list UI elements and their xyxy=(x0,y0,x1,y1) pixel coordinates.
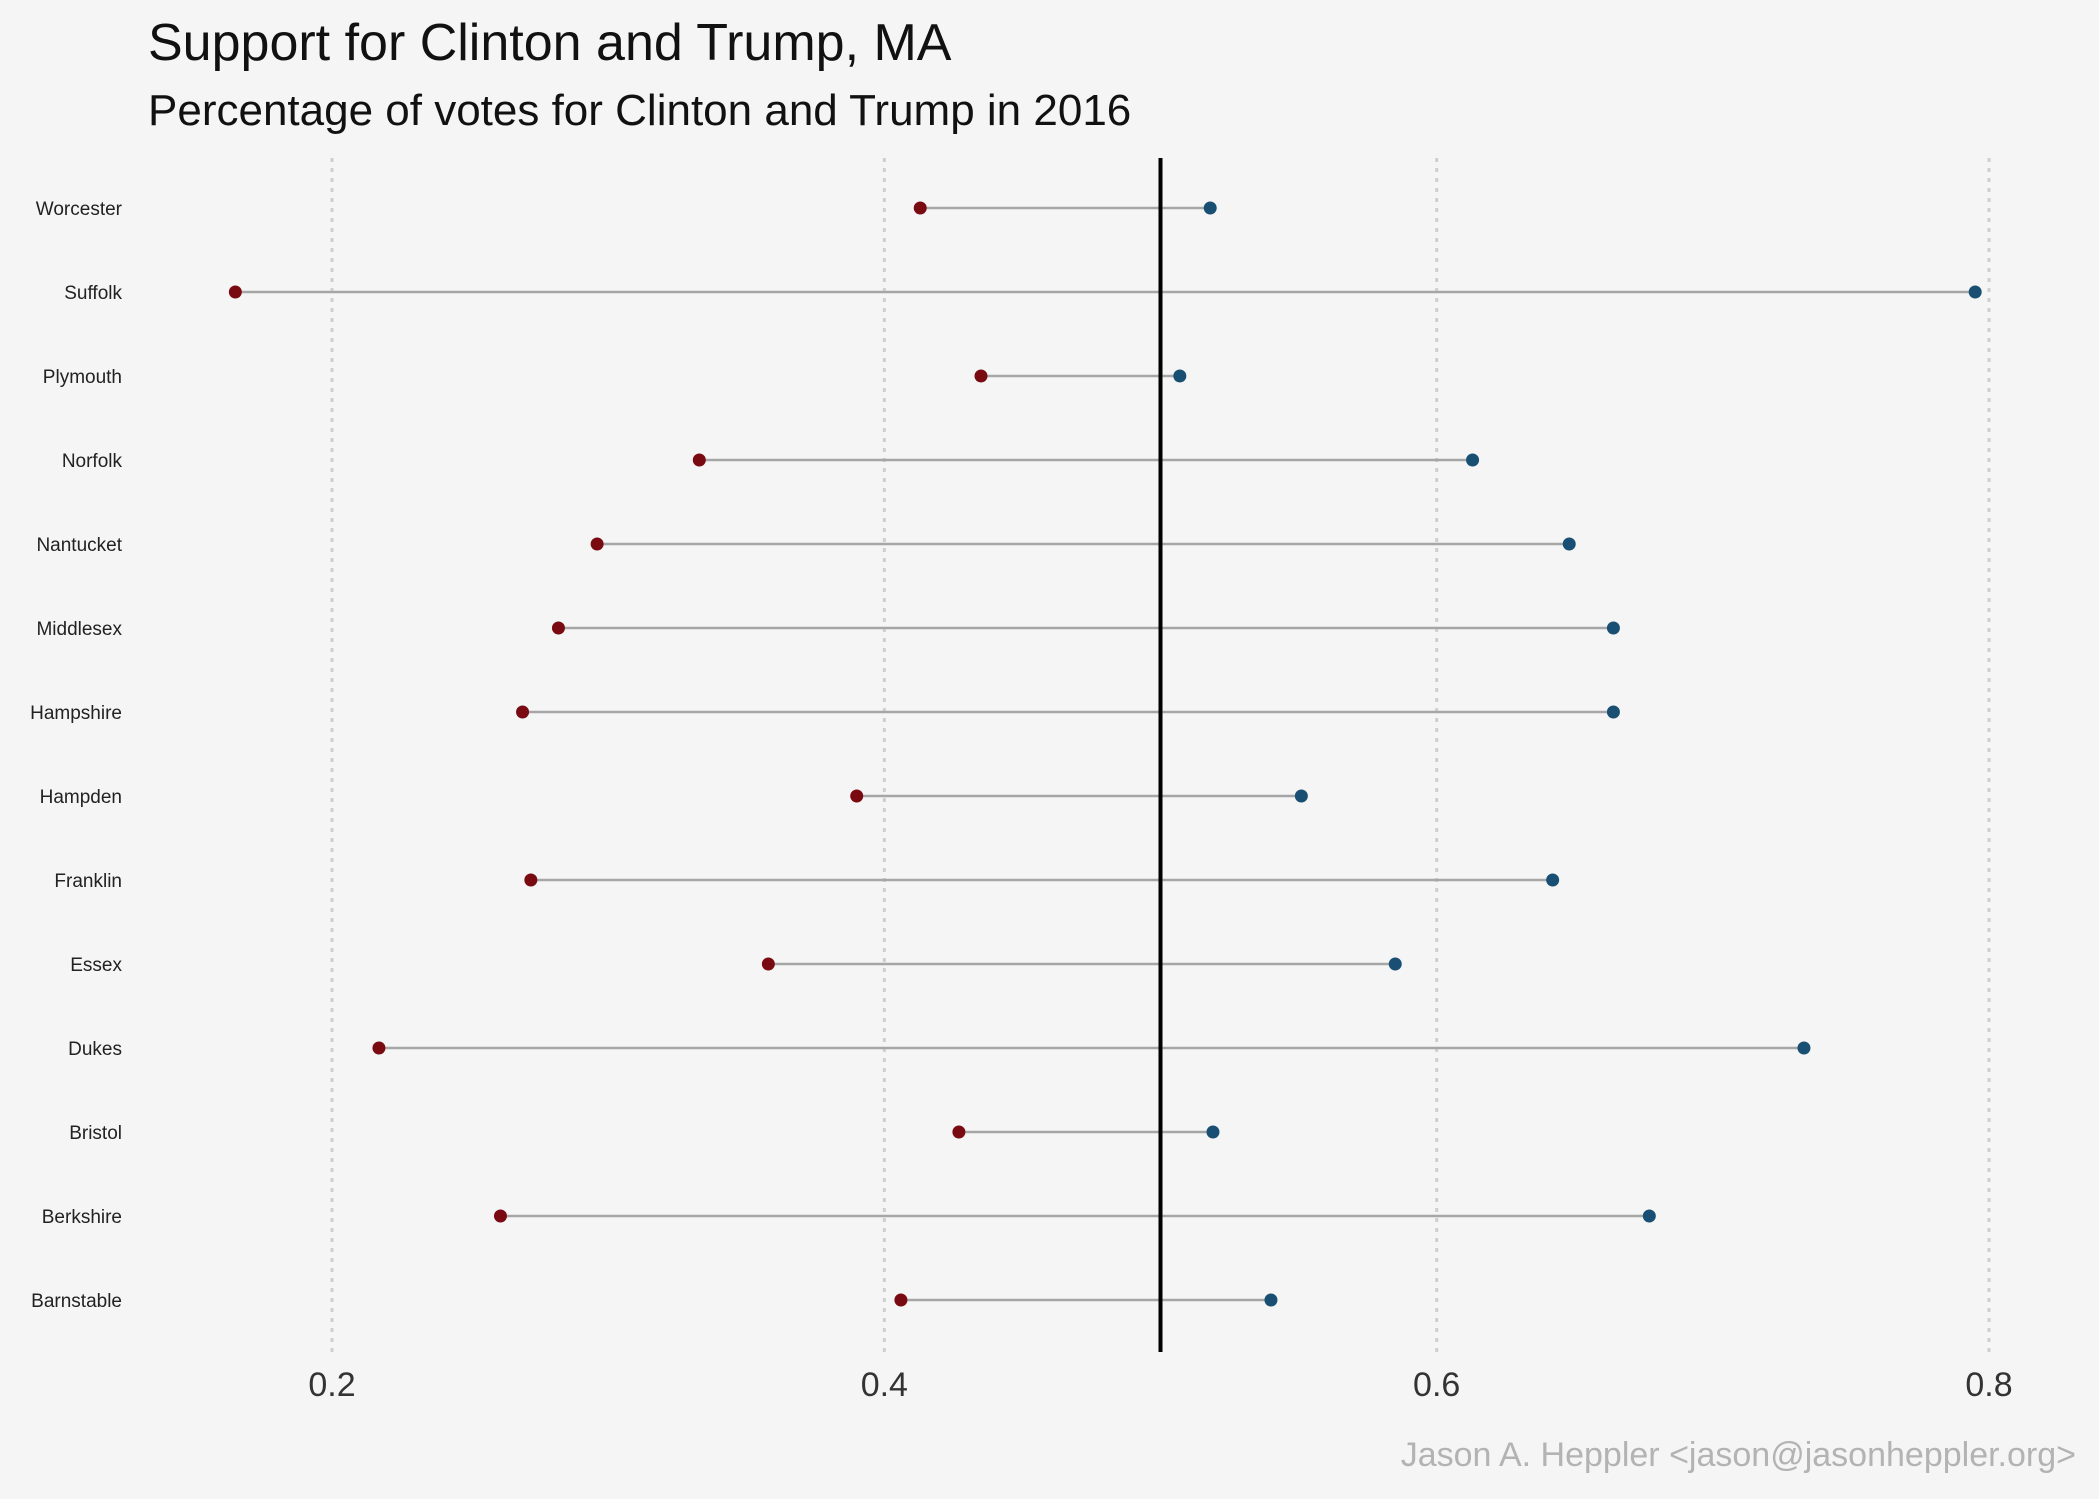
y-tick-label: Berkshire xyxy=(42,1207,122,1228)
chart-caption: Jason A. Heppler <jason@jasonheppler.org… xyxy=(1401,1436,2076,1474)
trump-point xyxy=(516,705,530,719)
clinton-point xyxy=(1562,537,1576,551)
y-tick-label: Hampshire xyxy=(30,703,122,724)
point-layer xyxy=(228,201,1982,1307)
y-tick-label: Barnstable xyxy=(31,1291,122,1312)
segment-layer xyxy=(235,158,1976,1352)
x-tick-label: 0.2 xyxy=(308,1366,355,1404)
trump-point xyxy=(228,285,242,299)
y-axis-labels: Worcester Suffolk Plymouth Norfolk Nantucket… xyxy=(30,199,123,1312)
y-tick-label: Suffolk xyxy=(64,283,122,304)
clinton-point xyxy=(1546,873,1560,887)
trump-point xyxy=(692,453,706,467)
clinton-point xyxy=(1968,285,1982,299)
trump-point xyxy=(372,1041,386,1055)
trump-point xyxy=(894,1293,908,1307)
y-tick-label: Franklin xyxy=(54,871,122,892)
clinton-point xyxy=(1206,1125,1220,1139)
x-tick-label: 0.4 xyxy=(861,1366,908,1404)
clinton-point xyxy=(1173,369,1187,383)
trump-point xyxy=(524,873,538,887)
trump-point xyxy=(913,201,927,215)
trump-point xyxy=(551,621,565,635)
y-tick-label: Dukes xyxy=(68,1039,122,1060)
clinton-point xyxy=(1388,957,1402,971)
y-tick-label: Bristol xyxy=(69,1123,122,1144)
y-tick-label: Worcester xyxy=(36,199,123,220)
clinton-point xyxy=(1203,201,1217,215)
clinton-point xyxy=(1606,705,1620,719)
trump-point xyxy=(974,369,988,383)
y-tick-label: Nantucket xyxy=(36,535,122,556)
trump-point xyxy=(590,537,604,551)
x-tick-label: 0.6 xyxy=(1413,1366,1460,1404)
clinton-point xyxy=(1606,621,1620,635)
clinton-point xyxy=(1797,1041,1811,1055)
chart-title: Support for Clinton and Trump, MA xyxy=(148,14,952,72)
trump-point xyxy=(850,789,864,803)
clinton-point xyxy=(1294,789,1308,803)
clinton-point xyxy=(1466,453,1480,467)
y-tick-label: Middlesex xyxy=(36,619,122,640)
chart-subtitle: Percentage of votes for Clinton and Trum… xyxy=(148,86,1131,135)
y-tick-label: Plymouth xyxy=(43,367,122,388)
y-tick-label: Hampden xyxy=(40,787,122,808)
clinton-point xyxy=(1642,1209,1656,1223)
x-axis-ticks: 0.2 0.4 0.6 0.8 xyxy=(308,1366,2012,1404)
y-tick-label: Norfolk xyxy=(62,451,123,472)
x-tick-label: 0.8 xyxy=(1965,1366,2012,1404)
trump-point xyxy=(761,957,775,971)
trump-point xyxy=(493,1209,507,1223)
trump-point xyxy=(952,1125,966,1139)
clinton-point xyxy=(1264,1293,1278,1307)
y-tick-label: Essex xyxy=(70,955,122,976)
